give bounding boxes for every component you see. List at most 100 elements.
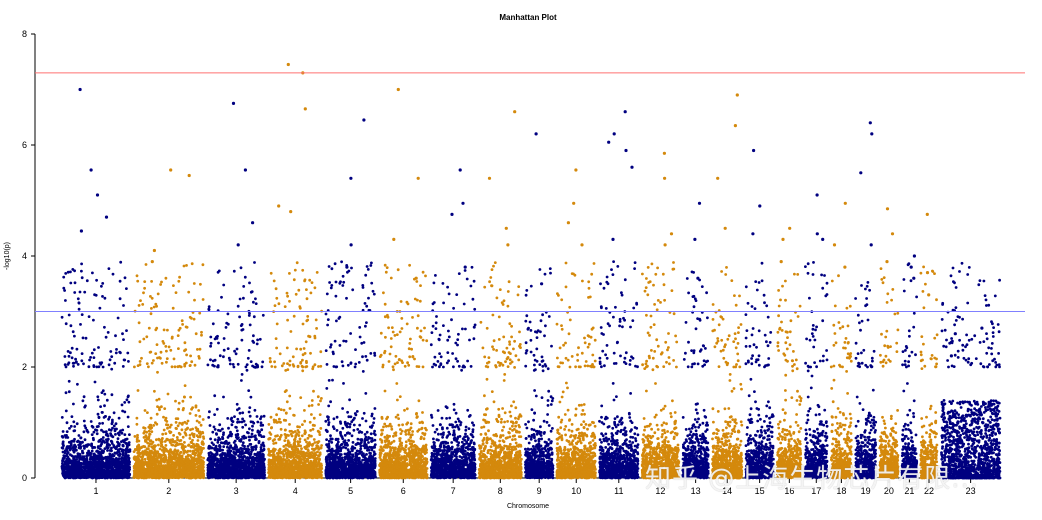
data-point bbox=[227, 449, 231, 453]
data-point bbox=[174, 421, 178, 424]
data-point bbox=[195, 462, 199, 465]
data-point bbox=[227, 426, 230, 430]
data-point bbox=[223, 462, 227, 466]
data-point bbox=[226, 476, 230, 480]
data-point bbox=[155, 438, 158, 442]
data-point bbox=[190, 463, 194, 467]
data-point bbox=[92, 430, 96, 434]
data-point bbox=[213, 447, 217, 450]
data-point bbox=[251, 428, 254, 432]
data-point bbox=[208, 463, 212, 466]
data-point bbox=[177, 347, 180, 350]
data-point bbox=[235, 470, 239, 474]
data-point bbox=[89, 452, 93, 455]
data-point bbox=[108, 415, 111, 419]
data-point bbox=[201, 298, 205, 301]
data-point bbox=[82, 362, 85, 366]
data-point bbox=[174, 440, 177, 443]
data-point bbox=[90, 472, 94, 475]
y-tick-label: 4 bbox=[22, 251, 27, 261]
x-tick-label: 17 bbox=[811, 486, 821, 496]
data-point bbox=[164, 444, 168, 447]
data-point bbox=[110, 449, 113, 453]
data-point bbox=[136, 436, 139, 439]
data-point bbox=[209, 341, 213, 345]
data-point bbox=[199, 423, 203, 427]
peak-point bbox=[187, 173, 191, 178]
data-point bbox=[110, 367, 114, 371]
data-point bbox=[277, 407, 281, 411]
data-point bbox=[163, 440, 167, 443]
data-point bbox=[245, 368, 249, 372]
data-point bbox=[191, 473, 195, 477]
data-point bbox=[105, 398, 109, 402]
data-point bbox=[100, 428, 103, 432]
data-point bbox=[254, 434, 257, 438]
data-point bbox=[162, 415, 165, 419]
data-point bbox=[156, 475, 159, 479]
data-point bbox=[216, 438, 220, 442]
data-point bbox=[91, 436, 95, 440]
data-point bbox=[185, 471, 189, 474]
data-point bbox=[82, 430, 86, 434]
data-point bbox=[222, 395, 225, 399]
data-point bbox=[125, 287, 128, 290]
data-point bbox=[174, 399, 177, 403]
data-point bbox=[92, 365, 96, 368]
data-point bbox=[176, 334, 180, 337]
data-point bbox=[123, 410, 127, 414]
x-tick-label: 9 bbox=[537, 486, 542, 496]
data-point bbox=[111, 272, 115, 276]
data-point bbox=[199, 461, 203, 465]
data-point bbox=[241, 411, 245, 415]
data-point bbox=[239, 266, 243, 270]
data-point bbox=[245, 363, 249, 366]
data-point bbox=[148, 423, 152, 427]
data-point bbox=[194, 405, 198, 409]
data-point bbox=[252, 334, 255, 338]
data-point bbox=[202, 435, 205, 439]
data-point bbox=[216, 334, 219, 338]
data-point bbox=[234, 445, 238, 448]
data-point bbox=[136, 454, 140, 458]
data-point bbox=[164, 467, 168, 471]
data-point bbox=[72, 439, 76, 443]
data-point bbox=[207, 416, 211, 419]
data-point bbox=[237, 407, 241, 410]
data-point bbox=[137, 321, 141, 325]
x-tick-label: 2 bbox=[166, 486, 171, 496]
data-point bbox=[218, 354, 222, 358]
data-point bbox=[163, 456, 167, 460]
data-point bbox=[171, 306, 175, 310]
data-point bbox=[141, 303, 145, 306]
data-points bbox=[60, 62, 1002, 480]
data-point bbox=[259, 446, 263, 449]
data-point bbox=[93, 463, 97, 467]
data-point bbox=[225, 468, 229, 471]
data-point bbox=[66, 350, 70, 353]
data-point bbox=[194, 332, 198, 336]
data-point bbox=[198, 430, 202, 434]
data-point bbox=[98, 361, 102, 365]
data-point bbox=[245, 471, 249, 475]
data-point bbox=[86, 465, 90, 469]
data-point bbox=[279, 420, 282, 424]
data-point bbox=[151, 459, 155, 463]
data-point bbox=[253, 458, 257, 462]
data-point bbox=[256, 469, 260, 473]
data-point bbox=[206, 363, 210, 367]
data-point bbox=[309, 429, 312, 432]
data-point bbox=[100, 463, 104, 467]
data-point bbox=[115, 467, 119, 470]
data-point bbox=[258, 433, 261, 437]
data-point bbox=[196, 348, 199, 351]
data-point bbox=[126, 360, 130, 363]
data-point bbox=[252, 468, 256, 471]
data-point bbox=[247, 349, 251, 352]
data-point bbox=[218, 460, 222, 463]
data-point bbox=[246, 461, 250, 465]
data-point bbox=[242, 452, 246, 455]
data-point bbox=[198, 415, 202, 418]
data-point bbox=[260, 443, 263, 447]
data-point bbox=[64, 272, 68, 275]
